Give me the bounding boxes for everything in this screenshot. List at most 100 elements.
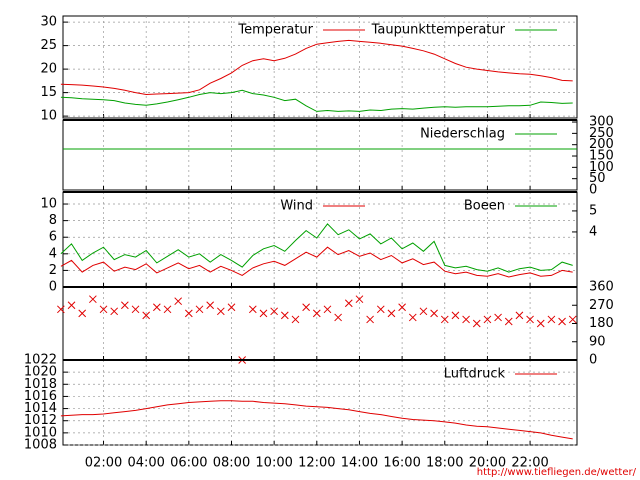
x-tick-label: 22:00	[511, 456, 548, 471]
data-point	[462, 315, 470, 324]
data-point	[355, 295, 364, 304]
y-tick-label: 25	[40, 38, 57, 53]
y2-tick-label: 360	[589, 280, 614, 295]
data-point	[334, 313, 342, 322]
data-point	[344, 299, 353, 308]
legend-label: Wind	[280, 199, 313, 214]
data-point	[227, 303, 236, 312]
data-point	[312, 309, 321, 318]
data-point	[184, 309, 193, 318]
data-point	[430, 309, 438, 318]
data-point	[366, 315, 374, 324]
y-tick-label: 0	[49, 280, 57, 295]
data-point	[419, 307, 428, 316]
data-point	[504, 317, 513, 326]
data-point	[152, 303, 161, 312]
data-point	[142, 311, 151, 320]
data-point	[280, 311, 289, 320]
data-point	[259, 309, 268, 318]
y-tick-label: 10	[40, 109, 57, 124]
data-point	[99, 305, 108, 314]
data-point	[163, 305, 172, 314]
y-tick-label: 2	[49, 263, 57, 278]
panel-frame	[62, 286, 578, 361]
data-point	[270, 307, 278, 316]
data-point	[174, 297, 183, 306]
legend-label: Luftdruck	[444, 367, 506, 382]
legend-label: Niederschlag	[420, 127, 505, 142]
x-tick-label: 20:00	[469, 456, 506, 471]
y2-tick-label: 0	[589, 353, 597, 368]
data-point	[547, 315, 556, 324]
y2-tick-label: 4	[589, 224, 597, 239]
y-tick-label: 1016	[24, 389, 57, 404]
data-line	[60, 39, 573, 96]
y2-tick-label: 0	[589, 183, 597, 198]
x-tick-label: 10:00	[255, 456, 292, 471]
x-tick-label: 06:00	[170, 456, 207, 471]
x-tick-label: 04:00	[127, 456, 164, 471]
y2-tick-label: 90	[589, 334, 606, 349]
data-point	[376, 305, 385, 314]
data-point	[398, 303, 406, 312]
y-tick-label: 1014	[24, 401, 57, 416]
x-tick-label: 18:00	[426, 456, 463, 471]
data-point	[291, 315, 300, 324]
data-line	[60, 246, 573, 278]
data-point	[195, 305, 204, 314]
data-point	[451, 311, 460, 320]
data-point	[110, 307, 119, 316]
y-tick-label: 15	[40, 85, 57, 100]
y2-tick-label: 250	[589, 126, 614, 141]
data-point	[440, 315, 449, 324]
data-point	[515, 311, 524, 320]
y2-tick-label: 150	[589, 149, 614, 164]
y2-tick-label: 5	[589, 203, 597, 218]
data-line	[60, 223, 573, 273]
legend-label: Taupunkttemperatur	[371, 23, 506, 38]
y2-tick-label: 200	[589, 137, 614, 152]
y2-tick-label: 180	[589, 316, 614, 331]
y2-tick-label: 300	[589, 115, 614, 130]
data-point	[472, 319, 481, 328]
data-line	[60, 89, 573, 112]
data-point	[248, 305, 257, 314]
y-tick-label: 4	[49, 246, 57, 261]
x-tick-label: 16:00	[383, 456, 420, 471]
x-tick-label: 12:00	[298, 456, 335, 471]
y-tick-label: 1022	[24, 353, 57, 368]
y-tick-label: 1008	[24, 438, 57, 453]
footer-url: http://www.tiefliegen.de/wetter/	[477, 467, 637, 478]
data-point	[558, 317, 566, 326]
data-point	[120, 301, 129, 310]
y-tick-label: 1018	[24, 377, 57, 392]
y-tick-label: 10	[40, 197, 57, 212]
y2-tick-label: 270	[589, 298, 614, 313]
data-point	[131, 305, 140, 314]
x-tick-label: 14:00	[341, 456, 378, 471]
data-point	[57, 305, 65, 314]
y-tick-label: 6	[49, 230, 57, 245]
y-tick-label: 30	[40, 15, 57, 30]
y2-tick-label: 50	[589, 171, 606, 186]
data-point	[323, 305, 332, 314]
y-tick-label: 8	[49, 213, 57, 228]
data-point	[67, 301, 76, 310]
data-point	[526, 315, 534, 324]
data-point	[408, 313, 417, 322]
y-tick-label: 1010	[24, 425, 57, 440]
legend-label: Temperatur	[237, 23, 313, 38]
x-tick-label: 02:00	[85, 456, 122, 471]
y-tick-label: 20	[40, 62, 57, 77]
data-point	[536, 319, 545, 328]
y-tick-label: 1020	[24, 365, 57, 380]
data-point	[494, 313, 502, 322]
legend-label: Boeen	[464, 199, 505, 214]
data-point	[89, 295, 97, 304]
data-point	[302, 303, 310, 312]
data-point	[568, 315, 577, 324]
data-point	[78, 309, 87, 318]
data-point	[216, 307, 225, 316]
y-tick-label: 1012	[24, 413, 57, 428]
